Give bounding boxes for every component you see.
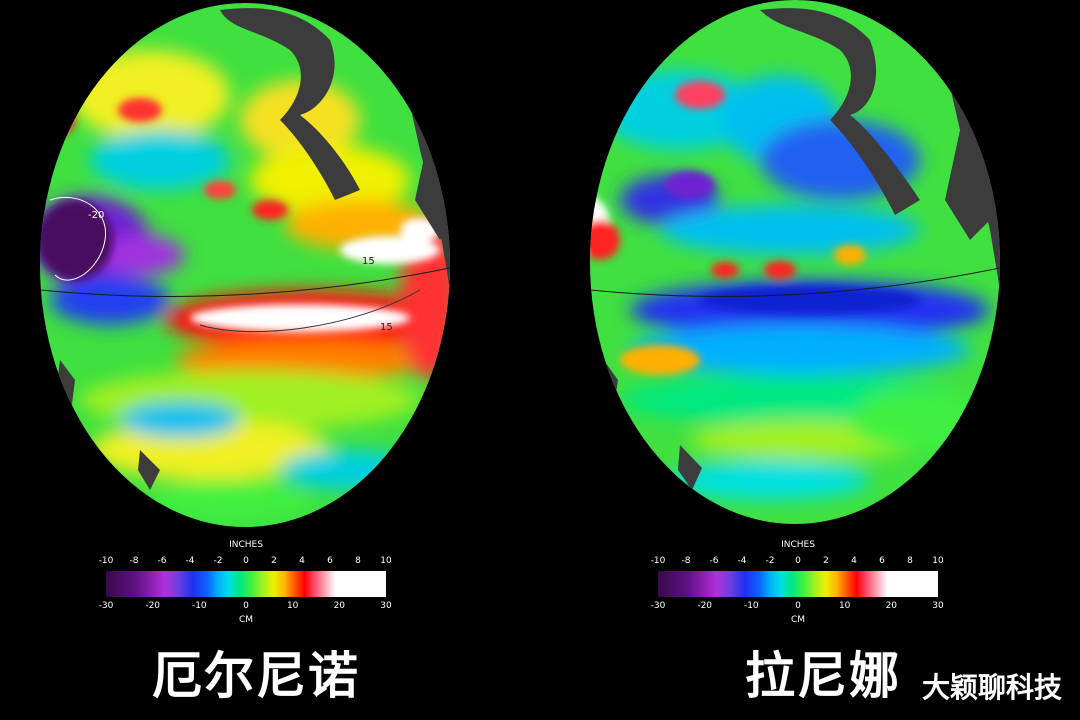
- top-tick: 6: [327, 556, 333, 566]
- watermark-text: 大颖聊科技: [921, 671, 1062, 704]
- el-nino-globe-map: -20 15 15: [40, 3, 450, 527]
- el-nino-panel: -20 15 15 INCHES -10 -8 -6 -4 -2 0 2 4 6…: [40, 3, 450, 705]
- colorbar-top-ticks: -10 -8 -6 -4 -2 0 2 4 6 8 10: [651, 556, 944, 570]
- colorbar-bottom-unit: CM: [790, 615, 806, 625]
- bottom-tick: -30: [98, 601, 114, 611]
- bottom-tick: -30: [650, 601, 666, 611]
- bottom-tick: -10: [743, 601, 759, 611]
- top-tick: 4: [299, 556, 305, 566]
- top-tick: -4: [737, 556, 747, 566]
- top-tick: 6: [879, 556, 885, 566]
- top-tick: 0: [795, 556, 801, 566]
- sea-level-colorbar: [106, 571, 386, 597]
- bottom-tick: 20: [885, 601, 898, 611]
- top-tick: 10: [932, 556, 944, 566]
- colorbar-bottom-unit: CM: [238, 615, 254, 625]
- contour-label-15b: 15: [380, 322, 393, 333]
- contour-label-minus20: -20: [88, 210, 104, 221]
- top-tick: -10: [98, 556, 114, 566]
- top-tick: -4: [185, 556, 195, 566]
- contour-label-15a: 15: [362, 256, 375, 267]
- top-tick: 8: [907, 556, 913, 566]
- top-tick: 4: [851, 556, 857, 566]
- bottom-tick: -20: [697, 601, 713, 611]
- bottom-tick: 0: [795, 601, 801, 611]
- bottom-tick: 20: [333, 601, 346, 611]
- bottom-tick: 30: [380, 601, 392, 611]
- bottom-tick: -20: [145, 601, 161, 611]
- top-tick: 0: [243, 556, 249, 566]
- colorbar-bottom-ticks: -30 -20 -10 0 10 20 30: [651, 601, 944, 615]
- la-nina-globe-map: [590, 0, 1000, 524]
- colorbar-bottom-ticks: -30 -20 -10 0 10 20 30: [99, 601, 392, 615]
- top-tick: -10: [650, 556, 666, 566]
- la-nina-title: 拉尼娜: [745, 647, 901, 705]
- la-nina-panel: INCHES -10 -8 -6 -4 -2 0 2 4 6 8 10 -30 …: [540, 0, 1080, 720]
- top-tick: -6: [157, 556, 167, 566]
- bottom-tick: 30: [932, 601, 944, 611]
- sea-level-colorbar: [658, 571, 938, 597]
- top-tick: 2: [271, 556, 277, 566]
- el-nino-title: 厄尔尼诺: [152, 647, 360, 705]
- colorbar-top-unit: INCHES: [781, 540, 815, 550]
- bottom-tick: 0: [243, 601, 249, 611]
- top-tick: 10: [380, 556, 392, 566]
- bottom-tick: 10: [286, 601, 299, 611]
- top-tick: -8: [129, 556, 139, 566]
- top-tick: 8: [355, 556, 361, 566]
- colorbar-top-ticks: -10 -8 -6 -4 -2 0 2 4 6 8 10: [99, 556, 392, 570]
- top-tick: -2: [213, 556, 223, 566]
- top-tick: 2: [823, 556, 829, 566]
- top-tick: -6: [709, 556, 719, 566]
- colorbar-top-unit: INCHES: [229, 540, 263, 550]
- bottom-tick: 10: [838, 601, 851, 611]
- top-tick: -2: [765, 556, 775, 566]
- bottom-tick: -10: [191, 601, 207, 611]
- top-tick: -8: [681, 556, 691, 566]
